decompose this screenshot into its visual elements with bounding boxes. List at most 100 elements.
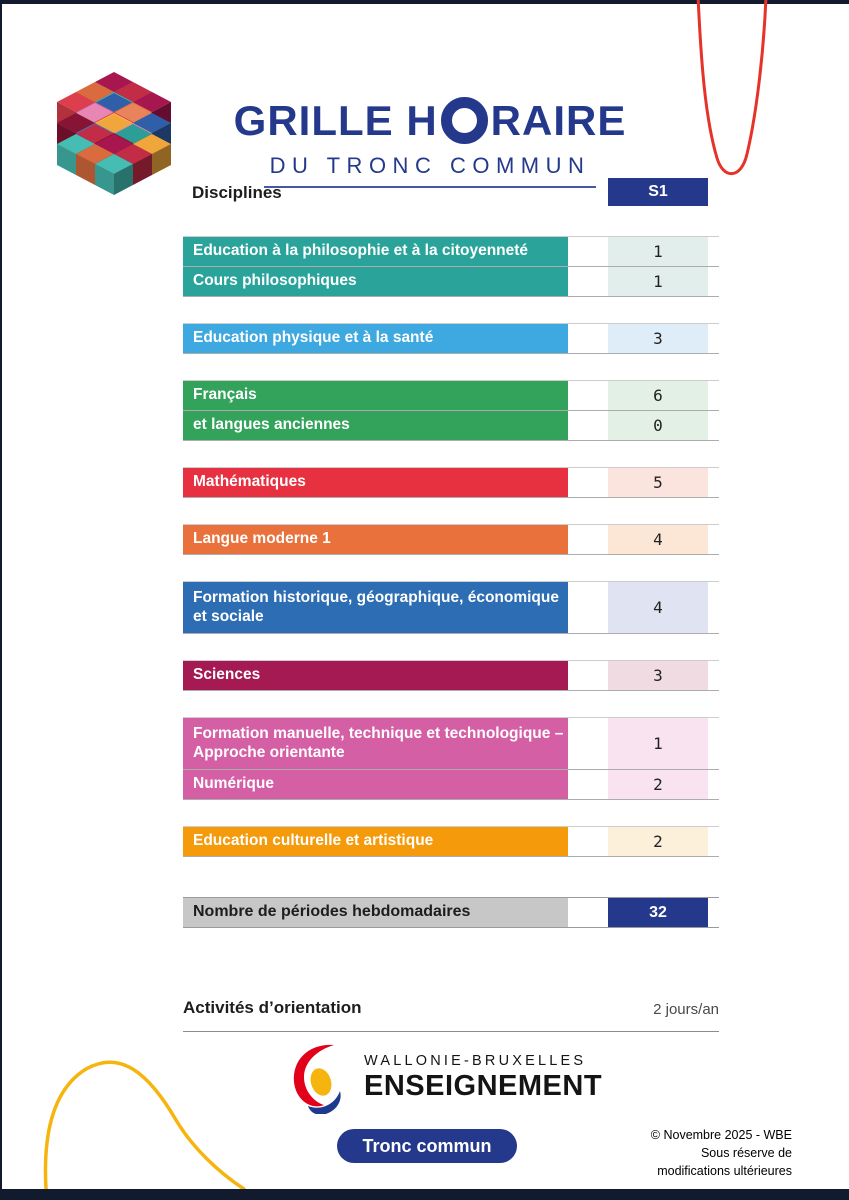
copyright-line-1: © Novembre 2025 - WBE (650, 1128, 792, 1142)
periods-value: 3 (608, 661, 708, 690)
discipline-group: Sciences 3 (183, 660, 719, 691)
spacer-cell (568, 468, 608, 497)
discipline-label: Formation manuelle, technique et technol… (183, 718, 568, 769)
discipline-group: Education physique et à la santé 3 (183, 323, 719, 354)
row-tail (708, 237, 719, 266)
discipline-label: Education culturelle et artistique (183, 827, 568, 856)
page-subtitle: DU TRONC COMMUN (263, 153, 597, 188)
discipline-group: Mathématiques 5 (183, 467, 719, 498)
discipline-label: Education à la philosophie et à la citoy… (183, 237, 568, 266)
wbe-swoosh-icon (293, 1044, 341, 1114)
wbe-brand: WALLONIE-BRUXELLES ENSEIGNEMENT (288, 1042, 602, 1114)
periods-value: 6 (608, 381, 708, 410)
spacer-cell (568, 267, 608, 296)
orientation-section: Activités d’orientation 2 jours/an (183, 998, 719, 1032)
discipline-row: Formation historique, géographique, écon… (183, 582, 719, 634)
discipline-label: Numérique (183, 770, 568, 799)
row-tail (708, 827, 719, 856)
spacer-cell (568, 411, 608, 440)
discipline-row: et langues anciennes 0 (183, 411, 719, 441)
total-value: 32 (608, 898, 708, 927)
discipline-row: Education à la philosophie et à la citoy… (183, 237, 719, 267)
wbe-cube-logo (57, 72, 171, 195)
title-line: GRILLE H RAIRE (190, 88, 670, 149)
discipline-group: Formation manuelle, technique et technol… (183, 717, 719, 800)
discipline-group: Formation historique, géographique, écon… (183, 581, 719, 634)
spacer-cell (568, 582, 608, 633)
discipline-label: Français (183, 381, 568, 410)
periods-value: 3 (608, 324, 708, 353)
schedule-table: Education à la philosophie et à la citoy… (183, 236, 719, 928)
s1-column-header: S1 (608, 178, 708, 206)
periods-value: 2 (608, 770, 708, 799)
wbe-wordmark-line2: ENSEIGNEMENT (364, 1070, 603, 1102)
row-tail (708, 582, 719, 633)
page-title: GRILLE H RAIRE DU TRONC COMMUN (190, 88, 670, 188)
title-pre: GRILLE H (233, 97, 438, 144)
total-row: Nombre de périodes hebdomadaires 32 (183, 897, 719, 928)
spacer-cell (568, 324, 608, 353)
discipline-group: Français 6 et langues anciennes 0 (183, 380, 719, 441)
row-tail (708, 324, 719, 353)
periods-value: 2 (608, 827, 708, 856)
discipline-label: Education physique et à la santé (183, 324, 568, 353)
row-tail (708, 898, 719, 927)
discipline-row: Formation manuelle, technique et technol… (183, 718, 719, 770)
discipline-label: Mathématiques (183, 468, 568, 497)
row-tail (708, 468, 719, 497)
page-top-border (0, 0, 849, 4)
yellow-curve-decoration (43, 1060, 246, 1189)
discipline-row: Cours philosophiques 1 (183, 267, 719, 297)
periods-value: 1 (608, 267, 708, 296)
spacer-cell (568, 237, 608, 266)
discipline-row: Langue moderne 1 4 (183, 525, 719, 555)
tronc-commun-badge[interactable]: Tronc commun (337, 1129, 517, 1163)
periods-value: 4 (608, 582, 708, 633)
periods-value: 0 (608, 411, 708, 440)
row-tail (708, 718, 719, 769)
title-post: RAIRE (490, 97, 627, 144)
row-tail (708, 770, 719, 799)
copyright-line-2: Sous réserve de (700, 1145, 792, 1160)
letter-o-ring (440, 97, 488, 144)
discipline-row: Education culturelle et artistique 2 (183, 827, 719, 857)
spacer-cell (568, 661, 608, 690)
periods-value: 4 (608, 525, 708, 554)
page-bottom-border (0, 1189, 849, 1200)
wbe-wordmark: WALLONIE-BRUXELLES ENSEIGNEMENT (364, 1053, 602, 1103)
wbe-wordmark-line1: WALLONIE-BRUXELLES (364, 1053, 587, 1069)
spacer-cell (568, 718, 608, 769)
row-tail (708, 411, 719, 440)
discipline-label: et langues anciennes (183, 411, 568, 440)
periods-value: 1 (608, 237, 708, 266)
spacer-cell (568, 525, 608, 554)
discipline-label: Cours philosophiques (183, 267, 568, 296)
periods-value: 5 (608, 468, 708, 497)
disciplines-column-header: Disciplines (192, 183, 282, 202)
row-tail (708, 267, 719, 296)
row-tail (708, 661, 719, 690)
discipline-group: Langue moderne 1 4 (183, 524, 719, 555)
discipline-label: Langue moderne 1 (183, 525, 568, 554)
spacer-cell (568, 827, 608, 856)
orientation-value: 2 jours/an (653, 1001, 719, 1018)
periods-value: 1 (608, 718, 708, 769)
discipline-row: Français 6 (183, 381, 719, 411)
red-curve-decoration (696, 0, 768, 176)
page-left-border (0, 0, 2, 1200)
spacer-cell (568, 381, 608, 410)
discipline-row: Education physique et à la santé 3 (183, 324, 719, 354)
row-tail (708, 381, 719, 410)
orientation-label: Activités d’orientation (183, 998, 362, 1017)
discipline-label: Formation historique, géographique, écon… (183, 582, 568, 633)
total-label: Nombre de périodes hebdomadaires (183, 898, 568, 927)
discipline-group: Education culturelle et artistique 2 (183, 826, 719, 857)
spacer-cell (568, 770, 608, 799)
copyright-line-3: modifications ultérieures (657, 1163, 792, 1178)
discipline-row: Mathématiques 5 (183, 468, 719, 498)
discipline-group: Education à la philosophie et à la citoy… (183, 236, 719, 297)
discipline-row: Sciences 3 (183, 661, 719, 691)
spacer-cell (568, 898, 608, 927)
row-tail (708, 525, 719, 554)
